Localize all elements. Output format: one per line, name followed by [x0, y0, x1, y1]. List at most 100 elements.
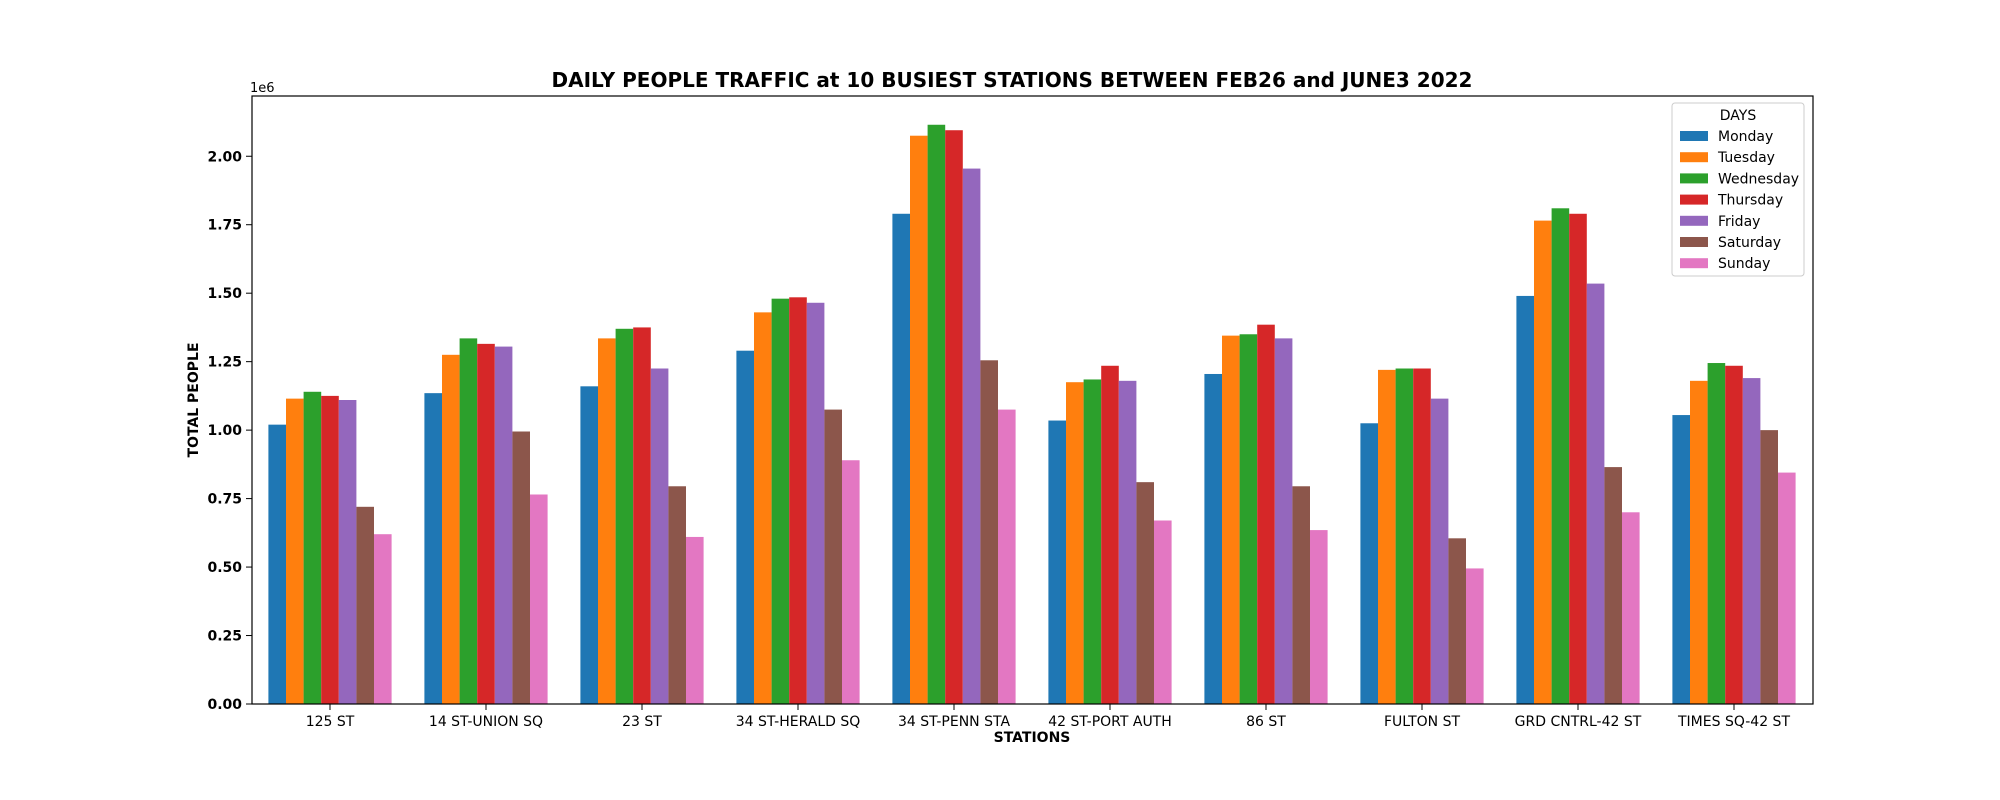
- legend-swatch-monday: [1680, 131, 1708, 141]
- bar-fulton-st-saturday: [1448, 538, 1466, 704]
- bar-125-st-wednesday: [303, 391, 322, 704]
- legend: DAYS Monday Tuesday Wednesday Thursday Friday…: [1671, 102, 1805, 277]
- bar-86-st-monday: [1204, 373, 1222, 704]
- x-tick-label-fulton-st: FULTON ST: [1384, 714, 1461, 730]
- y-axis-offset-label: 1e6: [250, 81, 275, 96]
- bar-42-st-port-auth-tuesday: [1066, 382, 1084, 704]
- bars-group: [268, 124, 1796, 705]
- bar-times-sq-42-st-friday: [1742, 378, 1761, 704]
- y-tick-label: 0.00: [207, 697, 242, 713]
- bar-14-st-union-sq-saturday: [512, 431, 530, 704]
- y-tick-label: 0.50: [207, 560, 242, 576]
- bar-grd-cntrl-42-st-tuesday: [1534, 220, 1552, 705]
- legend-label-saturday: Saturday: [1718, 235, 1781, 251]
- bar-times-sq-42-st-sunday: [1778, 472, 1796, 704]
- legend-swatch-thursday: [1680, 194, 1708, 205]
- bar-14-st-union-sq-monday: [424, 393, 442, 704]
- bar-86-st-sunday: [1310, 530, 1328, 704]
- bar-fulton-st-friday: [1430, 398, 1449, 704]
- bar-fulton-st-wednesday: [1395, 368, 1414, 704]
- bar-42-st-port-auth-monday: [1048, 420, 1066, 704]
- x-tick-label-125-st: 125 ST: [306, 714, 355, 730]
- x-tick-label-42-st-port-auth: 42 ST-PORT AUTH: [1048, 714, 1172, 730]
- legend-label-monday: Monday: [1718, 129, 1773, 145]
- legend-swatch-tuesday: [1680, 152, 1708, 163]
- bar-grd-cntrl-42-st-sunday: [1622, 512, 1640, 704]
- bar-34-st-herald-sq-friday: [806, 302, 825, 704]
- bar-times-sq-42-st-saturday: [1760, 430, 1778, 704]
- bar-42-st-port-auth-saturday: [1136, 482, 1154, 704]
- bar-14-st-union-sq-tuesday: [442, 354, 460, 704]
- y-tick-label: 1.50: [207, 286, 242, 302]
- bar-23-st-tuesday: [598, 338, 616, 704]
- y-tick-label: 2.00: [207, 149, 242, 165]
- y-tick-label: 1.00: [207, 423, 242, 439]
- bar-23-st-friday: [650, 368, 669, 704]
- x-tick-label-86-st: 86 ST: [1246, 714, 1286, 730]
- x-axis-label: STATIONS: [994, 730, 1071, 746]
- bar-34-st-herald-sq-saturday: [824, 409, 842, 704]
- bar-fulton-st-tuesday: [1378, 369, 1396, 704]
- bar-125-st-sunday: [374, 534, 392, 704]
- bar-86-st-thursday: [1257, 324, 1275, 704]
- bar-times-sq-42-st-monday: [1672, 415, 1690, 704]
- y-axis-ticks: 0.00 0.25 0.50 0.75 1.00 1.25 1.50 1.75 2.00: [207, 149, 252, 713]
- bar-34-st-penn-sta-monday: [892, 213, 910, 704]
- bar-34-st-herald-sq-sunday: [842, 460, 860, 704]
- bar-125-st-tuesday: [286, 398, 304, 704]
- bar-14-st-union-sq-sunday: [530, 494, 548, 704]
- bar-14-st-union-sq-thursday: [477, 343, 495, 704]
- bar-34-st-penn-sta-saturday: [980, 360, 998, 704]
- legend-swatch-saturday: [1680, 237, 1708, 247]
- bar-86-st-saturday: [1292, 486, 1310, 704]
- legend-label-tuesday: Tuesday: [1717, 150, 1775, 166]
- y-axis-label: TOTAL PEOPLE: [186, 342, 202, 457]
- bar-23-st-thursday: [633, 327, 651, 704]
- bar-42-st-port-auth-friday: [1118, 380, 1137, 704]
- legend-swatch-friday: [1680, 215, 1708, 226]
- bar-grd-cntrl-42-st-monday: [1516, 295, 1534, 704]
- bar-125-st-thursday: [321, 395, 339, 704]
- bar-34-st-herald-sq-thursday: [789, 297, 807, 704]
- bar-fulton-st-monday: [1360, 423, 1378, 704]
- legend-label-thursday: Thursday: [1717, 193, 1783, 209]
- bar-times-sq-42-st-wednesday: [1707, 363, 1726, 704]
- bar-23-st-sunday: [686, 536, 704, 704]
- bar-34-st-penn-sta-thursday: [945, 130, 963, 705]
- bar-23-st-monday: [580, 386, 598, 704]
- bar-times-sq-42-st-tuesday: [1690, 380, 1708, 704]
- bar-125-st-saturday: [356, 506, 374, 704]
- bar-grd-cntrl-42-st-saturday: [1604, 467, 1622, 704]
- bar-grd-cntrl-42-st-thursday: [1569, 213, 1587, 704]
- legend-title: DAYS: [1720, 108, 1757, 124]
- plot-frame: [251, 95, 1814, 705]
- x-tick-label-23-st: 23 ST: [622, 714, 662, 730]
- bar-14-st-union-sq-friday: [494, 346, 513, 704]
- bar-34-st-penn-sta-friday: [962, 168, 981, 704]
- legend-swatch-sunday: [1680, 258, 1708, 269]
- y-tick-label: 0.75: [207, 492, 242, 508]
- x-tick-label-34-st-herald-sq: 34 ST-HERALD SQ: [736, 714, 861, 730]
- bar-125-st-monday: [268, 424, 286, 704]
- legend-swatch-wednesday: [1680, 173, 1708, 184]
- legend-label-wednesday: Wednesday: [1718, 171, 1799, 187]
- y-tick-label: 1.25: [207, 355, 242, 371]
- chart-title: DAILY PEOPLE TRAFFIC at 10 BUSIEST STATI…: [552, 68, 1473, 92]
- bar-34-st-herald-sq-monday: [736, 350, 754, 704]
- bar-42-st-port-auth-thursday: [1101, 365, 1119, 704]
- bar-23-st-saturday: [668, 486, 686, 704]
- x-tick-label-times-sq-42-st: TIMES SQ-42 ST: [1677, 714, 1790, 730]
- x-tick-label-34-st-penn-sta: 34 ST-PENN STA: [898, 714, 1011, 730]
- y-tick-label: 0.25: [207, 629, 242, 645]
- x-tick-label-grd-cntrl-42-st: GRD CNTRL-42 ST: [1515, 714, 1642, 730]
- bar-34-st-penn-sta-tuesday: [910, 135, 928, 704]
- bar-125-st-friday: [338, 400, 357, 704]
- bar-fulton-st-sunday: [1466, 568, 1484, 704]
- y-tick-label: 1.75: [207, 218, 242, 234]
- bar-42-st-port-auth-sunday: [1154, 520, 1172, 704]
- bar-86-st-tuesday: [1222, 335, 1240, 704]
- bar-86-st-wednesday: [1239, 334, 1258, 704]
- x-axis-ticks: 125 ST 14 ST-UNION SQ 23 ST 34 ST-HERALD SQ…: [306, 704, 1790, 730]
